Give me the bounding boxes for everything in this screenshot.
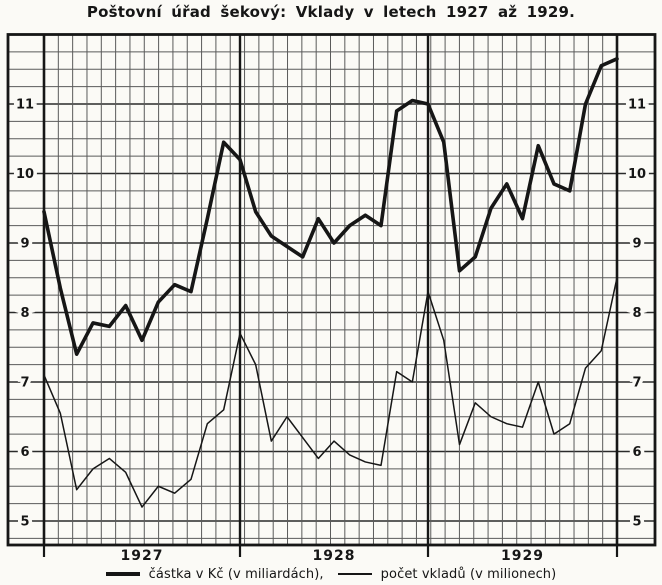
x-axis-year-label-1927: 1927 — [121, 548, 164, 564]
y-axis-label-right-6: 6 — [632, 445, 641, 460]
y-axis-label-left-10: 10 — [16, 167, 34, 182]
y-axis-label-right-7: 7 — [632, 376, 641, 391]
chart-border — [6, 33, 657, 547]
y-axis-label-left-8: 8 — [20, 306, 29, 321]
chart-title: Poštovní úřad šekový: Vklady v letech 19… — [86, 3, 576, 21]
y-axis-label-left-7: 7 — [20, 376, 29, 391]
y-axis-label-right-10: 10 — [628, 167, 646, 182]
x-axis-year-label-1929: 1929 — [501, 548, 544, 564]
y-axis-label-left-5: 5 — [20, 515, 29, 530]
legend: částka v Kč (v miliardách), počet vkladů… — [0, 563, 662, 585]
legend-label-count: počet vkladů (v milionech) — [380, 566, 557, 582]
legend-label-amount: částka v Kč (v miliardách), — [148, 566, 324, 582]
series-line-thin — [43, 277, 618, 508]
y-axis-label-left-6: 6 — [20, 445, 29, 460]
series-line-thick — [42, 57, 619, 357]
y-axis-label-right-8: 8 — [632, 306, 641, 321]
y-axis-label-left-9: 9 — [20, 237, 29, 252]
x-axis-year-label-1928: 1928 — [313, 548, 356, 564]
y-axis-label-right-9: 9 — [632, 237, 641, 252]
y-axis-label-right-11: 11 — [628, 98, 646, 113]
y-axis-label-right-5: 5 — [632, 515, 641, 530]
y-axis-label-left-11: 11 — [16, 98, 34, 113]
legend-thick-line-swatch — [105, 572, 140, 576]
legend-thin-line-swatch — [337, 573, 372, 575]
